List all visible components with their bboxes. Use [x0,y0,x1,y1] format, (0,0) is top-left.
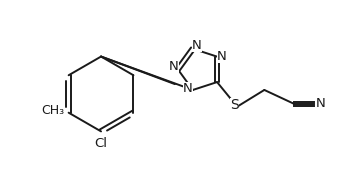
Text: N: N [316,97,325,110]
Text: N: N [192,39,202,52]
Text: N: N [183,82,193,95]
Text: S: S [231,98,239,112]
Text: N: N [169,60,179,73]
Text: CH₃: CH₃ [41,104,65,117]
Text: Cl: Cl [95,137,107,150]
Text: N: N [217,50,227,63]
